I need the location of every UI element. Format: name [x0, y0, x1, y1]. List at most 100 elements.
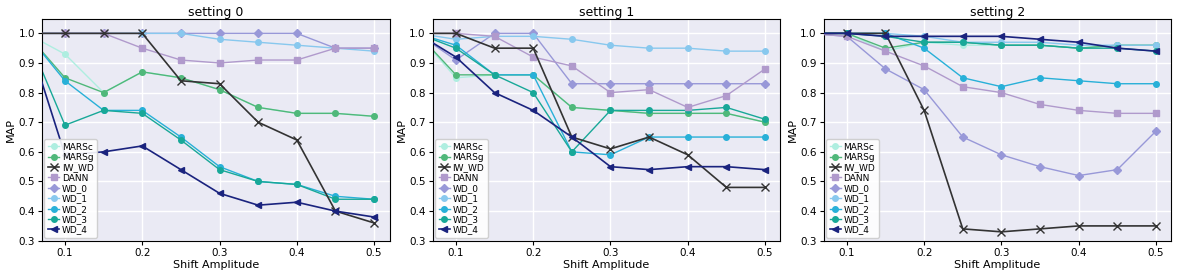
- Line: WD_1: WD_1: [805, 31, 1159, 48]
- IW_WD: [719, 186, 733, 189]
- MARSc: [526, 73, 540, 76]
- WD_4: [802, 32, 816, 35]
- MARSg: [995, 44, 1009, 47]
- MARSc: [290, 112, 304, 115]
- WD_0: [604, 82, 618, 85]
- WD_1: [758, 49, 772, 53]
- IW_WD: [840, 32, 855, 35]
- MARSg: [758, 121, 772, 124]
- WD_3: [58, 124, 72, 127]
- WD_0: [1033, 165, 1048, 168]
- WD_1: [840, 32, 855, 35]
- WD_2: [680, 136, 694, 139]
- WD_0: [565, 82, 579, 85]
- WD_2: [995, 85, 1009, 88]
- WD_4: [251, 203, 265, 207]
- MARSg: [251, 106, 265, 109]
- WD_2: [840, 32, 855, 35]
- WD_2: [758, 136, 772, 139]
- IW_WD: [680, 153, 694, 156]
- Line: WD_4: WD_4: [22, 30, 378, 221]
- DANN: [1033, 103, 1048, 106]
- DANN: [956, 85, 970, 88]
- WD_0: [174, 32, 188, 35]
- MARSc: [448, 76, 463, 79]
- IW_WD: [995, 230, 1009, 233]
- WD_1: [719, 49, 733, 53]
- MARSc: [97, 91, 111, 94]
- WD_2: [604, 153, 618, 156]
- WD_3: [565, 150, 579, 153]
- MARSc: [328, 112, 343, 115]
- WD_1: [251, 41, 265, 44]
- IW_WD: [917, 109, 931, 112]
- WD_1: [643, 47, 657, 50]
- MARSg: [802, 32, 816, 35]
- MARSc: [251, 106, 265, 109]
- Title: setting 0: setting 0: [188, 6, 244, 18]
- WD_0: [719, 82, 733, 85]
- Line: MARSc: MARSc: [414, 31, 767, 125]
- WD_1: [1149, 44, 1163, 47]
- WD_4: [526, 109, 540, 112]
- MARSg: [213, 88, 227, 91]
- MARSc: [58, 52, 72, 56]
- Line: WD_1: WD_1: [24, 31, 377, 54]
- MARSc: [1071, 47, 1085, 50]
- DANN: [917, 64, 931, 68]
- DANN: [604, 91, 618, 94]
- WD_3: [604, 109, 618, 112]
- WD_2: [956, 76, 970, 79]
- IW_WD: [802, 32, 816, 35]
- Legend: MARSc, MARSg, IW_WD, DANN, WD_0, WD_1, WD_2, WD_3, WD_4: MARSc, MARSg, IW_WD, DANN, WD_0, WD_1, W…: [45, 139, 97, 238]
- WD_1: [487, 35, 501, 38]
- MARSg: [719, 112, 733, 115]
- Line: WD_3: WD_3: [414, 31, 767, 155]
- DANN: [995, 91, 1009, 94]
- IW_WD: [487, 47, 501, 50]
- IW_WD: [97, 32, 111, 35]
- Line: MARSg: MARSg: [414, 31, 767, 125]
- IW_WD: [526, 47, 540, 50]
- DANN: [487, 35, 501, 38]
- WD_2: [526, 73, 540, 76]
- Line: WD_3: WD_3: [24, 31, 377, 202]
- Line: MARSg: MARSg: [24, 31, 377, 119]
- DANN: [290, 58, 304, 62]
- WD_0: [58, 32, 72, 35]
- Line: DANN: DANN: [414, 30, 769, 111]
- WD_3: [1149, 49, 1163, 53]
- WD_4: [565, 136, 579, 139]
- Line: WD_3: WD_3: [805, 31, 1159, 54]
- DANN: [411, 32, 425, 35]
- IW_WD: [213, 82, 227, 85]
- WD_3: [290, 183, 304, 186]
- WD_3: [719, 106, 733, 109]
- WD_2: [367, 198, 381, 201]
- Line: IW_WD: IW_WD: [22, 29, 378, 227]
- MARSg: [604, 109, 618, 112]
- WD_1: [213, 38, 227, 41]
- WD_3: [680, 109, 694, 112]
- WD_3: [526, 91, 540, 94]
- WD_0: [487, 32, 501, 35]
- IW_WD: [174, 79, 188, 83]
- Line: WD_0: WD_0: [414, 31, 767, 86]
- WD_2: [97, 109, 111, 112]
- IW_WD: [251, 121, 265, 124]
- WD_4: [367, 215, 381, 219]
- MARSg: [1033, 44, 1048, 47]
- WD_2: [1110, 82, 1124, 85]
- WD_3: [995, 44, 1009, 47]
- WD_3: [367, 198, 381, 201]
- WD_0: [251, 32, 265, 35]
- WD_0: [643, 82, 657, 85]
- WD_2: [802, 32, 816, 35]
- WD_2: [1071, 79, 1085, 83]
- DANN: [526, 55, 540, 59]
- Line: WD_4: WD_4: [805, 30, 1159, 55]
- DANN: [1110, 112, 1124, 115]
- WD_0: [956, 136, 970, 139]
- DANN: [565, 64, 579, 68]
- WD_1: [680, 47, 694, 50]
